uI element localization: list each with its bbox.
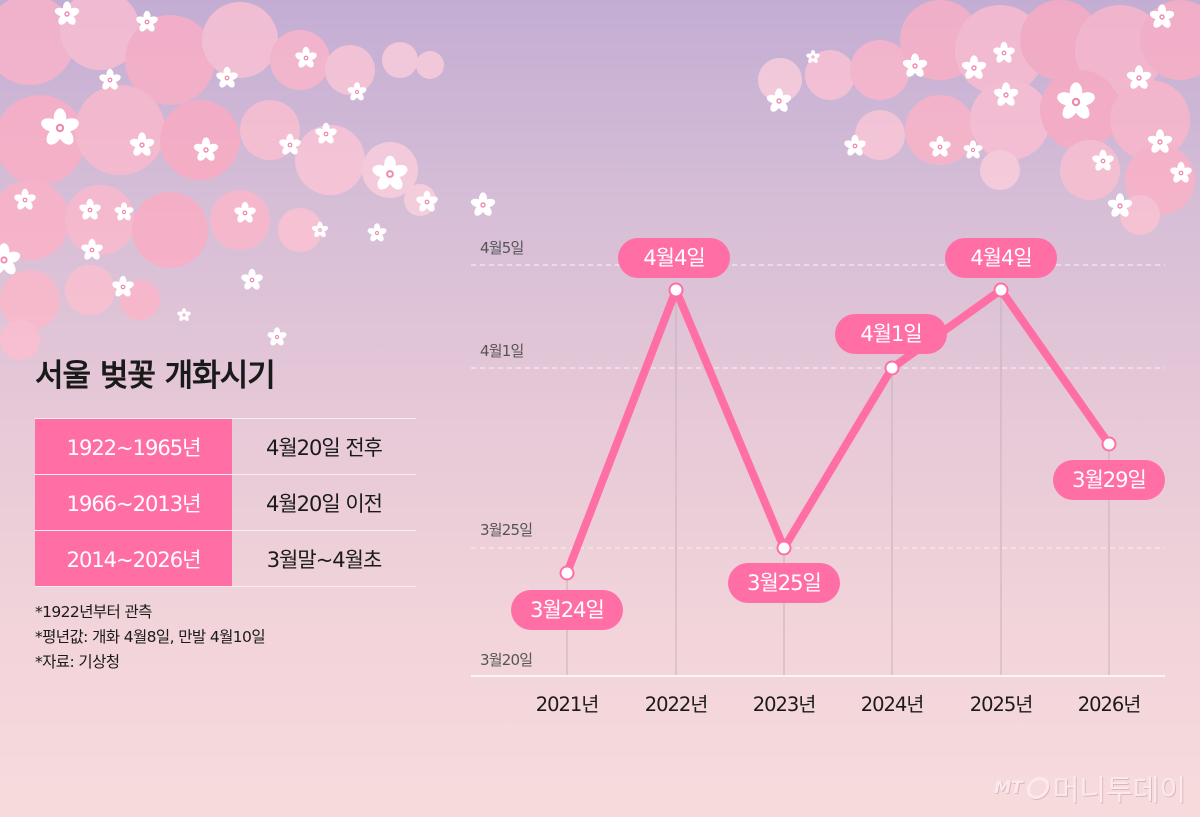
table-row: 1966~2013년 4월20일 이전 <box>35 474 416 531</box>
footnote-source: *자료: 기상청 <box>35 653 120 671</box>
bloom-line <box>563 286 1113 577</box>
x-tick-label: 2022년 <box>644 693 709 716</box>
data-label-2022: 4월4일 <box>618 238 730 278</box>
footnotes: *1922년부터 관측 *평년값: 개화 4월8일, 만발 4월10일 *자료:… <box>35 600 266 675</box>
y-tick-label: 4월1일 <box>480 342 524 360</box>
publisher-name: 머니투데이 <box>1052 773 1186 807</box>
footnote-normal-values: *평년값: 개화 4월8일, 만발 4월10일 <box>35 628 266 646</box>
data-point-2025 <box>993 282 1009 298</box>
data-label-2021: 3월24일 <box>511 590 623 630</box>
publisher-watermark: MT 머니투데이 <box>994 767 1186 809</box>
gridlines <box>471 264 1165 549</box>
mt-logo-text: MT <box>994 778 1023 798</box>
x-tick-label: 2026년 <box>1077 693 1142 716</box>
table-row: 2014~2026년 3월말~4월초 <box>35 530 416 587</box>
data-point-2022 <box>668 282 684 298</box>
period-table: 1922~1965년 4월20일 전후 1966~2013년 4월20일 이전 … <box>35 418 416 587</box>
x-tick-label: 2021년 <box>535 693 600 716</box>
period-cell: 1966~2013년 <box>35 474 232 531</box>
y-tick-label: 3월25일 <box>480 521 533 539</box>
period-cell: 1922~1965년 <box>35 418 232 475</box>
table-row: 1922~1965년 4월20일 전후 <box>35 418 416 475</box>
period-cell: 2014~2026년 <box>35 530 232 587</box>
y-tick-label: 4월5일 <box>480 239 524 257</box>
data-point-2021 <box>559 565 575 581</box>
data-point-2026 <box>1101 436 1117 452</box>
data-label-2024: 4월1일 <box>835 314 947 354</box>
timing-cell: 3월말~4월초 <box>232 530 416 587</box>
data-point-2023 <box>776 540 792 556</box>
data-points <box>559 282 1117 581</box>
data-label-2026: 3월29일 <box>1053 460 1165 500</box>
x-tick-label: 2023년 <box>752 693 817 716</box>
data-label-2023: 3월25일 <box>728 563 840 603</box>
x-tick-label: 2025년 <box>969 693 1034 716</box>
publisher-logo-icon <box>1024 777 1051 799</box>
y-tick-label: 3월20일 <box>480 651 533 669</box>
data-point-2024 <box>884 360 900 376</box>
drop-lines <box>566 290 1110 676</box>
page-title: 서울 벚꽃 개화시기 <box>35 358 276 394</box>
x-tick-label: 2024년 <box>860 693 925 716</box>
footnote-observation: *1922년부터 관측 <box>35 603 152 621</box>
timing-cell: 4월20일 전후 <box>232 418 416 475</box>
data-label-2025: 4월4일 <box>945 238 1057 278</box>
